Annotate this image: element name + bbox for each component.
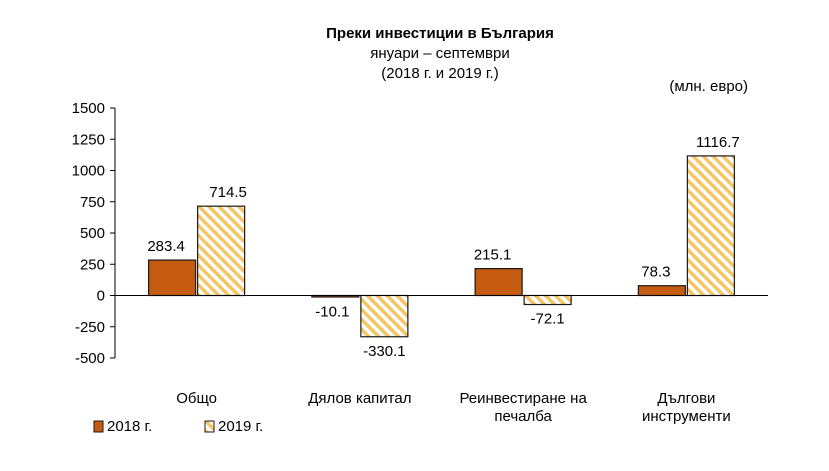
data-labels: 283.4 -10.1 215.1 78.3 714.5 -330.1 -72.1 1116.… bbox=[147, 134, 739, 360]
y-tick-label: -500 bbox=[75, 350, 105, 367]
category-labels: Общо Дялов капитал Реинвестиране напечалба… bbox=[176, 390, 731, 425]
legend-swatch-2019 bbox=[204, 420, 215, 433]
bar-2018-cat-0 bbox=[148, 259, 197, 297]
y-tick-label: -250 bbox=[75, 319, 105, 336]
bar-2019-cat-3 bbox=[686, 155, 735, 297]
y-tick-label: 1000 bbox=[72, 163, 105, 180]
data-label-2019-cat-3: 1116.7 bbox=[696, 134, 740, 151]
bar-2019-cat-0 bbox=[197, 205, 246, 297]
data-label-2019-cat-1: -330.1 bbox=[363, 343, 406, 360]
y-tick-label: 750 bbox=[80, 194, 105, 211]
chart-subtitle-line-2: (2018 г. и 2019 г.) bbox=[381, 65, 498, 82]
legend-swatch-2018 bbox=[93, 420, 104, 433]
y-tick-label: 250 bbox=[80, 256, 105, 273]
y-tick-label: 0 bbox=[97, 288, 105, 305]
category-label: печалба bbox=[494, 408, 552, 425]
category-label: Реинвестиране на bbox=[459, 390, 587, 407]
data-label-2019-cat-2: -72.1 bbox=[531, 311, 565, 328]
chart-subtitle-line-1: януари – септември bbox=[370, 45, 510, 62]
y-tick-label: 500 bbox=[80, 225, 105, 242]
data-label-2018-cat-2: 215.1 bbox=[474, 247, 512, 264]
data-label-2019-cat-0: 714.5 bbox=[209, 184, 247, 201]
data-label-2018-cat-3: 78.3 bbox=[641, 264, 670, 281]
bar-2019-cat-2 bbox=[523, 294, 572, 306]
chart-title: Преки инвестиции в България bbox=[326, 25, 554, 42]
bars bbox=[148, 155, 735, 338]
legend-label-2018: 2018 г. bbox=[107, 418, 152, 435]
bar-2018-cat-3 bbox=[637, 285, 686, 297]
category-label: Общо bbox=[176, 390, 217, 407]
legend-label-2019: 2019 г. bbox=[218, 418, 263, 435]
y-tick-label: 1250 bbox=[72, 131, 105, 148]
category-label: Дългови bbox=[657, 390, 715, 407]
unit-label: (млн. евро) bbox=[669, 78, 748, 95]
bar-2019-cat-1 bbox=[360, 294, 409, 338]
category-label: инструменти bbox=[642, 408, 731, 425]
y-axis: 1500 1250 1000 750 500 250 0 -250 -500 bbox=[72, 100, 116, 367]
category-label: Дялов капитал bbox=[308, 390, 411, 407]
y-tick-label: 1500 bbox=[72, 100, 105, 117]
bar-2018-cat-2 bbox=[474, 268, 523, 297]
legend: 2018 г. 2019 г. bbox=[93, 418, 263, 435]
data-label-2018-cat-1: -10.1 bbox=[315, 304, 349, 321]
data-label-2018-cat-0: 283.4 bbox=[147, 238, 185, 255]
